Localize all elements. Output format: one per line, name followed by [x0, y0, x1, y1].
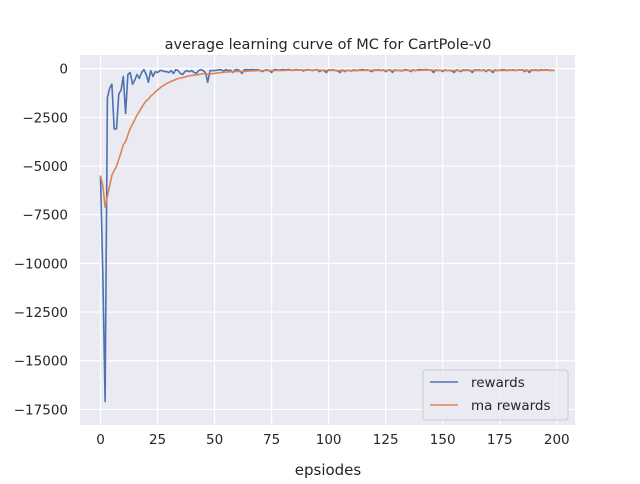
y-tick-label: 0 [59, 62, 68, 78]
legend-label-rewards: rewards [471, 375, 525, 391]
legend: rewards ma rewards [422, 369, 569, 421]
y-tick-label: −17500 [14, 402, 68, 418]
x-tick-label: 150 [430, 432, 456, 448]
y-tick-label: −2500 [22, 110, 68, 126]
y-tick-label: −7500 [22, 208, 68, 224]
y-tick-label: −12500 [14, 305, 68, 321]
series-line-ma-rewards [99, 69, 555, 208]
legend-label-ma-rewards: ma rewards [471, 398, 551, 414]
x-tick-label: 75 [263, 432, 280, 448]
y-tick-label: −10000 [14, 256, 68, 272]
x-axis-label: epsiodes [295, 461, 362, 479]
series-lines [99, 68, 555, 403]
x-tick-label: 200 [544, 432, 570, 448]
x-tick-label: 175 [487, 432, 513, 448]
x-tick-label: 50 [206, 432, 223, 448]
x-tick-label: 100 [316, 432, 342, 448]
y-axis-ticks: 0 −2500 −5000 −7500 −10000 −12500 −15000 −17500 [14, 62, 68, 419]
y-tick-label: −15000 [14, 354, 68, 370]
legend-box [422, 369, 569, 421]
grid [80, 55, 575, 425]
plot-area [80, 55, 575, 425]
x-tick-label: 125 [373, 432, 399, 448]
x-tick-label: 25 [149, 432, 166, 448]
chart-title: average learning curve of MC for CartPol… [165, 37, 492, 53]
y-tick-label: −5000 [22, 159, 68, 175]
x-axis-ticks: 0 25 50 75 100 125 150 175 200 [96, 432, 569, 448]
x-tick-label: 0 [96, 432, 105, 448]
